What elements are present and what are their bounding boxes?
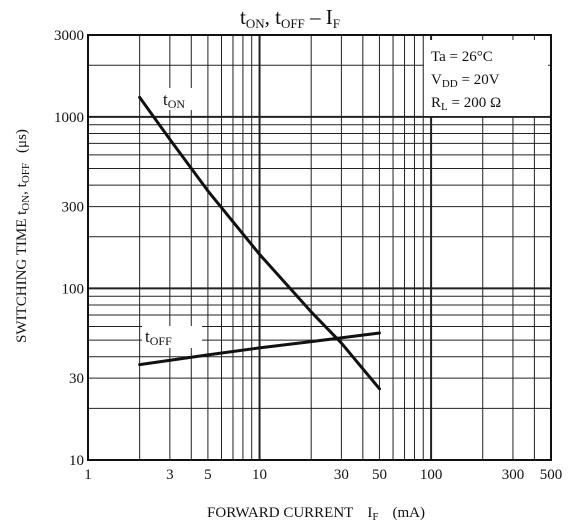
x-axis-label: FORWARD CURRENT IF (mA) [207,505,425,523]
y-tick-label: 3000 [54,28,84,44]
x-tick-label: 3 [166,467,174,483]
y-tick-label: 1000 [54,110,84,126]
y-tick-labels: 10 30 100 300 1000 3000 [54,28,84,469]
y-tick-label: 100 [62,281,85,297]
series-line-ton [138,95,381,391]
x-tick-label: 1 [84,467,92,483]
legend-load-resistance: RL = 200 Ω [431,95,501,113]
x-tick-label: 5 [204,467,212,483]
x-tick-label: 500 [540,467,563,483]
series-lines [138,95,381,391]
series-line-toff [138,331,381,367]
x-tick-labels: 1 3 5 10 30 50 100 300 500 [84,467,562,483]
legend-box [424,40,548,116]
x-tick-label: 30 [334,467,349,483]
series-label-toff: tOFF [145,327,172,348]
chart-title: tON, tOFF – IF [240,5,340,31]
x-tick-label: 100 [420,467,443,483]
y-tick-label: 300 [62,200,85,216]
y-axis-label: SWITCHING TIME tON, tOFF(μs) [14,129,32,343]
legend-ambient-temp: Ta = 26°C [431,49,493,65]
toff-label-bg [142,326,202,348]
x-tick-label: 10 [252,467,267,483]
x-tick-label: 50 [372,467,387,483]
series-label-ton: tON [163,90,185,111]
legend-supply-voltage: VDD = 20V [431,72,500,90]
y-tick-label: 10 [69,453,84,469]
plot-frame [87,34,552,461]
ton-label-bg [160,88,202,110]
y-tick-label: 30 [69,371,84,387]
x-tick-label: 300 [502,467,525,483]
